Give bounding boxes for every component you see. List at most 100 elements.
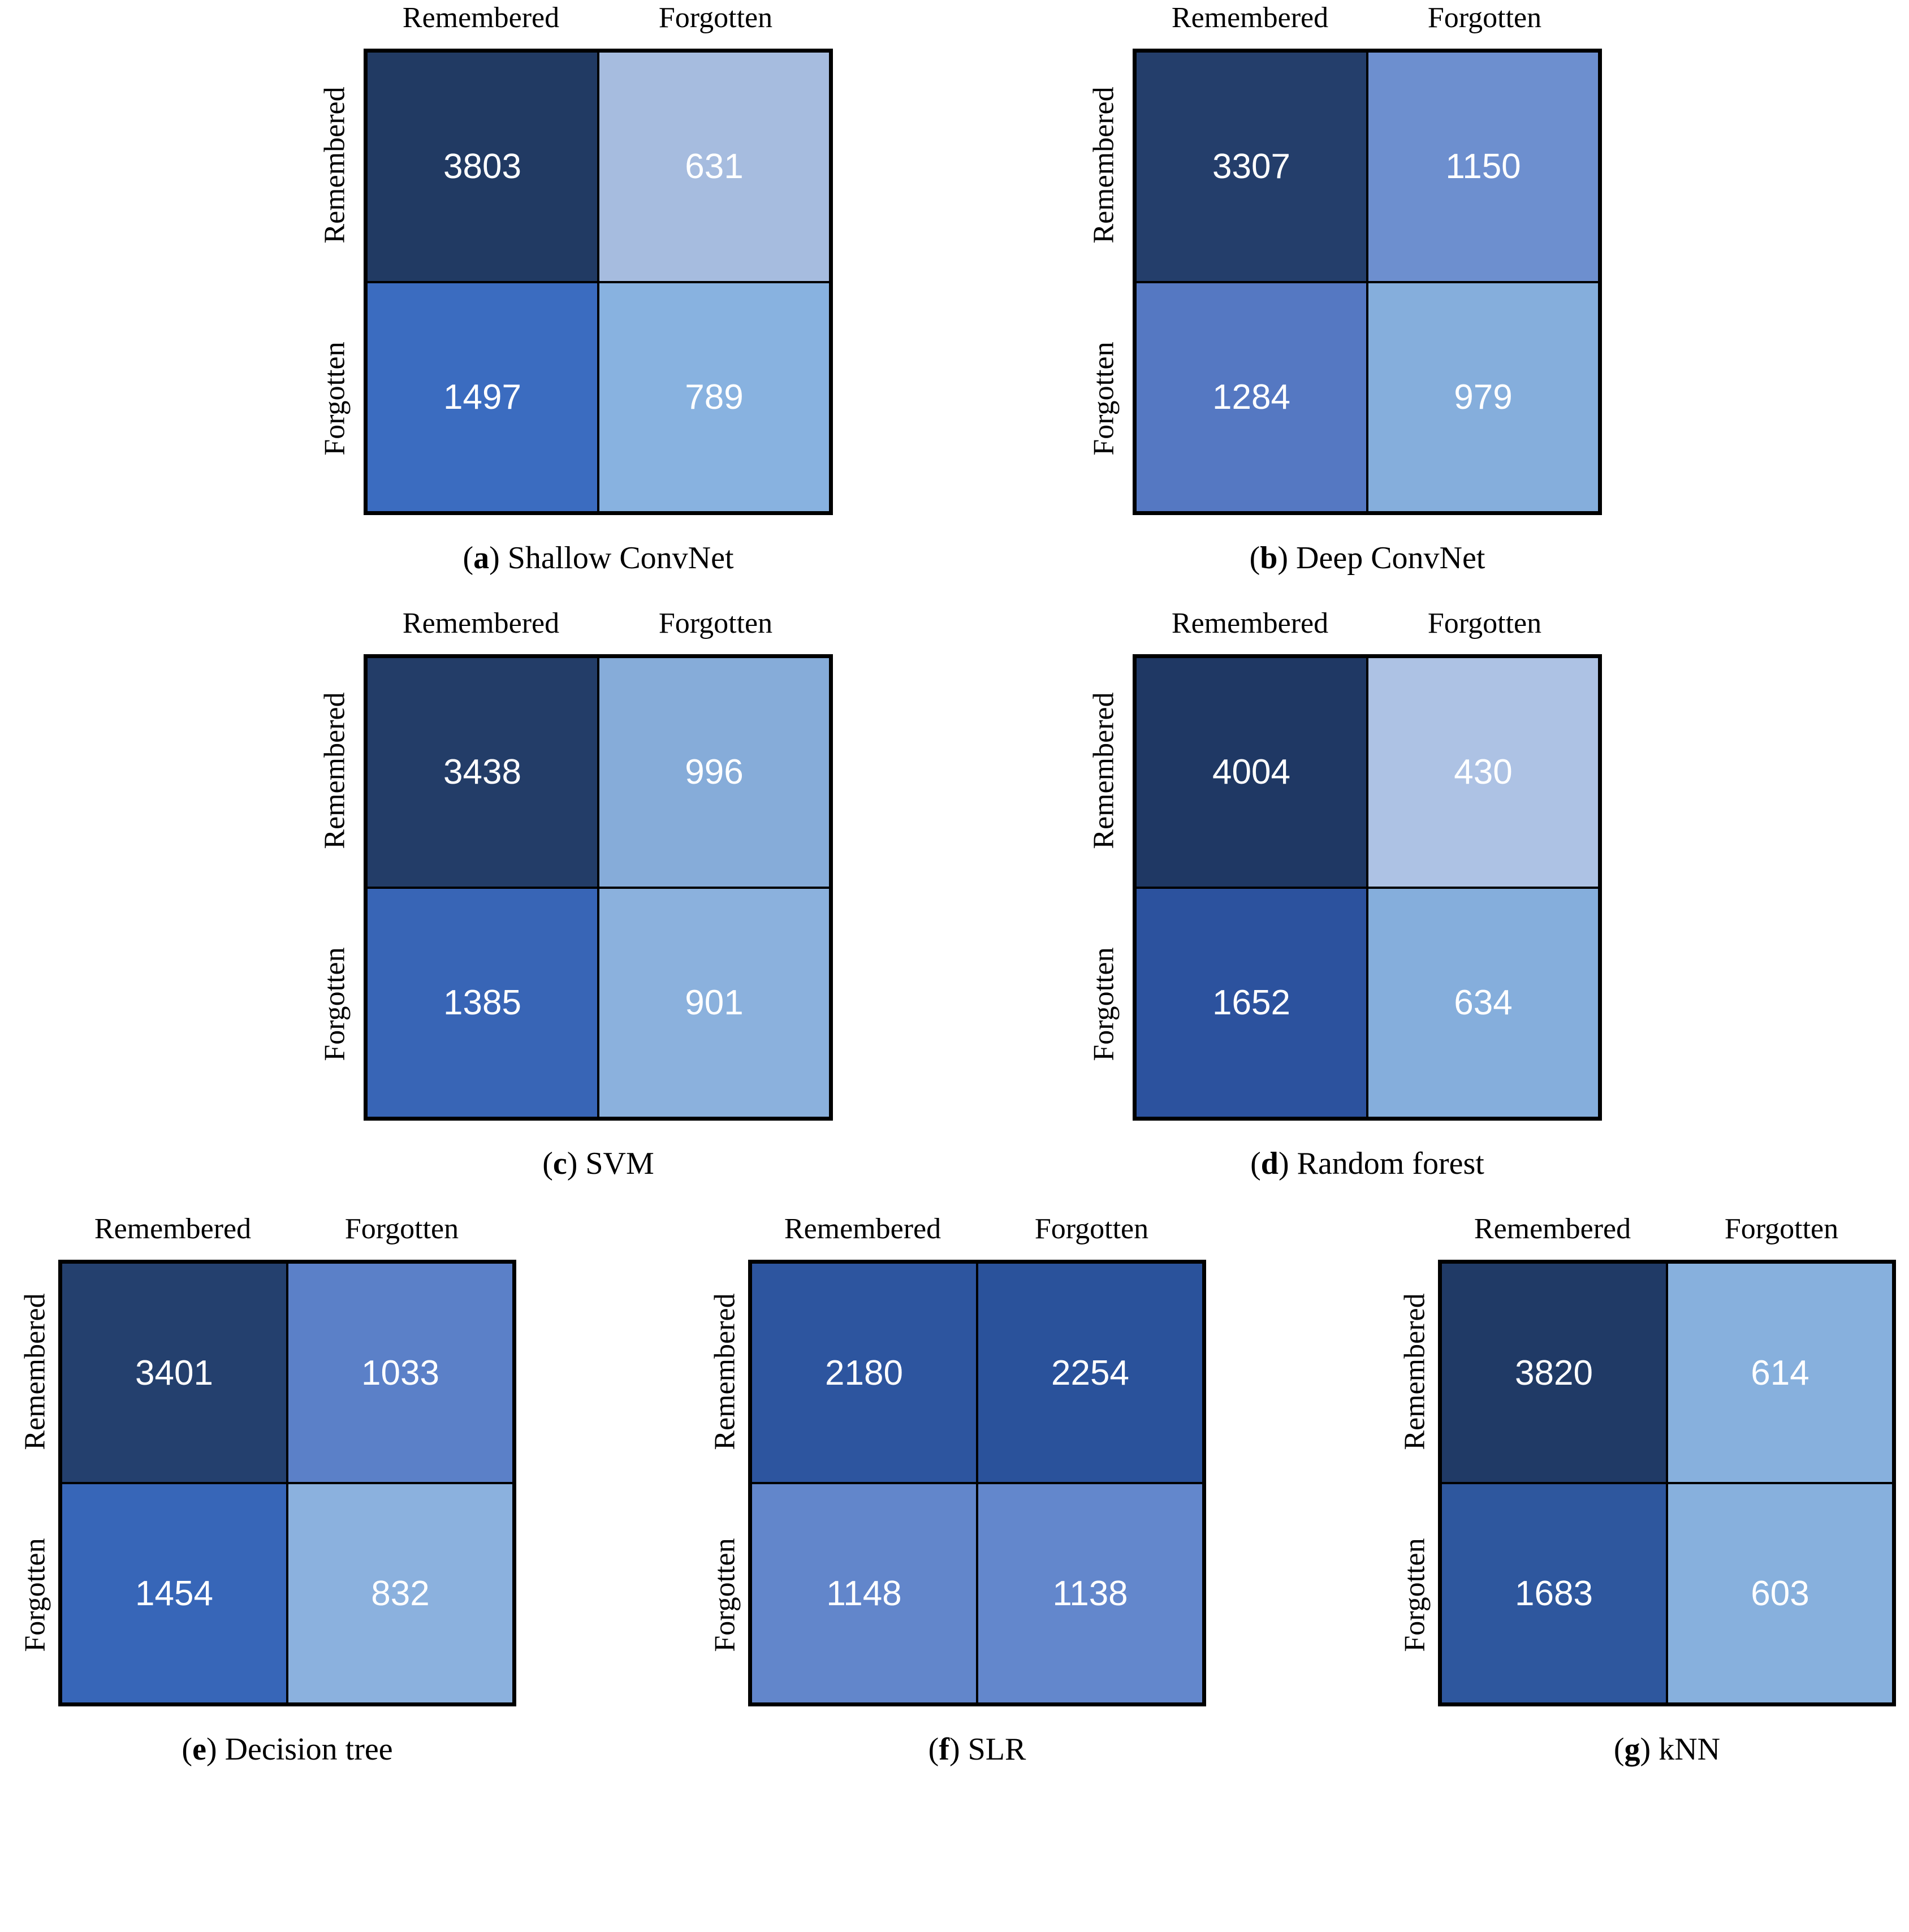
figure-row-1: Remembered Forgotten Remembered Forgotte… bbox=[307, 3, 1602, 576]
row-header-remembered: Remembered bbox=[319, 692, 351, 849]
caption-b: b Deep ConvNet bbox=[1133, 540, 1602, 576]
caption-name: Random forest bbox=[1297, 1146, 1484, 1181]
confusion-matrix: 3803 631 1497 789 bbox=[364, 49, 833, 515]
col-header-remembered: Remembered bbox=[402, 607, 560, 639]
matrix-block-c: Remembered Forgotten Remembered Forgotte… bbox=[307, 609, 833, 1182]
caption-a: a Shallow ConvNet bbox=[364, 540, 833, 576]
caption-name: SLR bbox=[968, 1732, 1026, 1767]
cell-true-remembered-pred-remembered: 3401 bbox=[61, 1263, 287, 1483]
col-header-forgotten: Forgotten bbox=[1427, 2, 1542, 34]
confusion-matrix: 4004 430 1652 634 bbox=[1133, 654, 1602, 1121]
column-headers: Remembered Forgotten bbox=[58, 1214, 516, 1260]
caption-letter: g bbox=[1614, 1732, 1651, 1767]
figure-row-3: Remembered Forgotten Remembered Forgotte… bbox=[13, 1214, 1896, 1767]
col-header-remembered: Remembered bbox=[1171, 607, 1329, 639]
matrix-block-e: Remembered Forgotten Remembered Forgotte… bbox=[13, 1214, 516, 1767]
cell-true-remembered-pred-forgotten: 2254 bbox=[977, 1263, 1203, 1483]
cell-true-remembered-pred-forgotten: 996 bbox=[598, 657, 830, 888]
matrix-block-a: Remembered Forgotten Remembered Forgotte… bbox=[307, 3, 833, 576]
caption-d: d Random forest bbox=[1133, 1146, 1602, 1182]
caption-letter: d bbox=[1250, 1146, 1289, 1181]
row-header-forgotten: Forgotten bbox=[1399, 1537, 1431, 1652]
matrix-block-f: Remembered Forgotten Remembered Forgotte… bbox=[703, 1214, 1206, 1767]
cell-true-remembered-pred-remembered: 3307 bbox=[1135, 51, 1367, 282]
caption-letter: a bbox=[463, 541, 499, 576]
cell-true-forgotten-pred-forgotten: 789 bbox=[598, 282, 830, 512]
matrix-block-g: Remembered Forgotten Remembered Forgotte… bbox=[1393, 1214, 1896, 1767]
cell-true-forgotten-pred-remembered: 1497 bbox=[366, 282, 598, 512]
caption-name: Deep ConvNet bbox=[1296, 541, 1485, 576]
cell-true-remembered-pred-forgotten: 614 bbox=[1667, 1263, 1893, 1483]
caption-letter: b bbox=[1250, 541, 1288, 576]
row-header-forgotten: Forgotten bbox=[19, 1537, 51, 1652]
confusion-matrix: 3307 1150 1284 979 bbox=[1133, 49, 1602, 515]
cell-true-forgotten-pred-remembered: 1148 bbox=[751, 1483, 977, 1704]
row-headers: Remembered Forgotten bbox=[1076, 654, 1133, 1121]
cell-true-forgotten-pred-forgotten: 1138 bbox=[977, 1483, 1203, 1704]
caption-name: Shallow ConvNet bbox=[507, 541, 734, 576]
row-header-forgotten: Forgotten bbox=[319, 947, 351, 1061]
matrix-block-b: Remembered Forgotten Remembered Forgotte… bbox=[1076, 3, 1602, 576]
caption-letter: c bbox=[542, 1146, 577, 1181]
cell-true-remembered-pred-forgotten: 631 bbox=[598, 51, 830, 282]
caption-letter: f bbox=[928, 1732, 960, 1767]
confusion-matrix: 2180 2254 1148 1138 bbox=[748, 1260, 1206, 1706]
cell-true-forgotten-pred-remembered: 1385 bbox=[366, 887, 598, 1118]
cell-true-forgotten-pred-remembered: 1454 bbox=[61, 1483, 287, 1704]
col-header-remembered: Remembered bbox=[1171, 2, 1329, 34]
column-headers: Remembered Forgotten bbox=[364, 609, 833, 654]
cell-true-forgotten-pred-remembered: 1284 bbox=[1135, 282, 1367, 512]
col-header-forgotten: Forgotten bbox=[1724, 1213, 1839, 1245]
col-header-forgotten: Forgotten bbox=[1427, 607, 1542, 639]
caption-name: Decision tree bbox=[224, 1732, 393, 1767]
column-headers: Remembered Forgotten bbox=[748, 1214, 1206, 1260]
row-headers: Remembered Forgotten bbox=[307, 654, 364, 1121]
confusion-matrix: 3401 1033 1454 832 bbox=[58, 1260, 516, 1706]
cell-true-remembered-pred-remembered: 3803 bbox=[366, 51, 598, 282]
figure-row-2: Remembered Forgotten Remembered Forgotte… bbox=[307, 609, 1602, 1182]
caption-e: e Decision tree bbox=[58, 1731, 516, 1767]
caption-g: g kNN bbox=[1438, 1731, 1896, 1767]
cell-true-remembered-pred-remembered: 3820 bbox=[1441, 1263, 1667, 1483]
caption-letter: e bbox=[182, 1732, 217, 1767]
confusion-matrix: 3820 614 1683 603 bbox=[1438, 1260, 1896, 1706]
caption-f: f SLR bbox=[748, 1731, 1206, 1767]
col-header-forgotten: Forgotten bbox=[658, 2, 773, 34]
column-headers: Remembered Forgotten bbox=[364, 3, 833, 49]
row-header-remembered: Remembered bbox=[709, 1293, 741, 1450]
col-header-remembered: Remembered bbox=[402, 2, 560, 34]
caption-name: SVM bbox=[585, 1146, 654, 1181]
row-header-forgotten: Forgotten bbox=[319, 342, 351, 456]
cell-true-forgotten-pred-forgotten: 979 bbox=[1367, 282, 1599, 512]
cell-true-forgotten-pred-remembered: 1683 bbox=[1441, 1483, 1667, 1704]
col-header-remembered: Remembered bbox=[784, 1213, 941, 1245]
cell-true-forgotten-pred-remembered: 1652 bbox=[1135, 887, 1367, 1118]
cell-true-forgotten-pred-forgotten: 832 bbox=[287, 1483, 513, 1704]
row-header-remembered: Remembered bbox=[1088, 692, 1120, 849]
row-headers: Remembered Forgotten bbox=[703, 1260, 748, 1706]
cell-true-remembered-pred-remembered: 4004 bbox=[1135, 657, 1367, 888]
row-header-remembered: Remembered bbox=[319, 87, 351, 244]
column-headers: Remembered Forgotten bbox=[1438, 1214, 1896, 1260]
row-header-remembered: Remembered bbox=[1399, 1293, 1431, 1450]
cell-true-forgotten-pred-forgotten: 603 bbox=[1667, 1483, 1893, 1704]
caption-c: c SVM bbox=[364, 1146, 833, 1182]
col-header-forgotten: Forgotten bbox=[1034, 1213, 1149, 1245]
cell-true-forgotten-pred-forgotten: 634 bbox=[1367, 887, 1599, 1118]
row-headers: Remembered Forgotten bbox=[1076, 49, 1133, 515]
cell-true-remembered-pred-remembered: 3438 bbox=[366, 657, 598, 888]
matrix-block-d: Remembered Forgotten Remembered Forgotte… bbox=[1076, 609, 1602, 1182]
row-header-remembered: Remembered bbox=[1088, 87, 1120, 244]
row-headers: Remembered Forgotten bbox=[307, 49, 364, 515]
row-headers: Remembered Forgotten bbox=[1393, 1260, 1438, 1706]
cell-true-remembered-pred-forgotten: 1033 bbox=[287, 1263, 513, 1483]
col-header-remembered: Remembered bbox=[1474, 1213, 1631, 1245]
caption-name: kNN bbox=[1659, 1732, 1721, 1767]
row-header-forgotten: Forgotten bbox=[1088, 947, 1120, 1061]
row-headers: Remembered Forgotten bbox=[13, 1260, 58, 1706]
col-header-remembered: Remembered bbox=[94, 1213, 252, 1245]
cell-true-forgotten-pred-forgotten: 901 bbox=[598, 887, 830, 1118]
column-headers: Remembered Forgotten bbox=[1133, 609, 1602, 654]
confusion-matrix: 3438 996 1385 901 bbox=[364, 654, 833, 1121]
